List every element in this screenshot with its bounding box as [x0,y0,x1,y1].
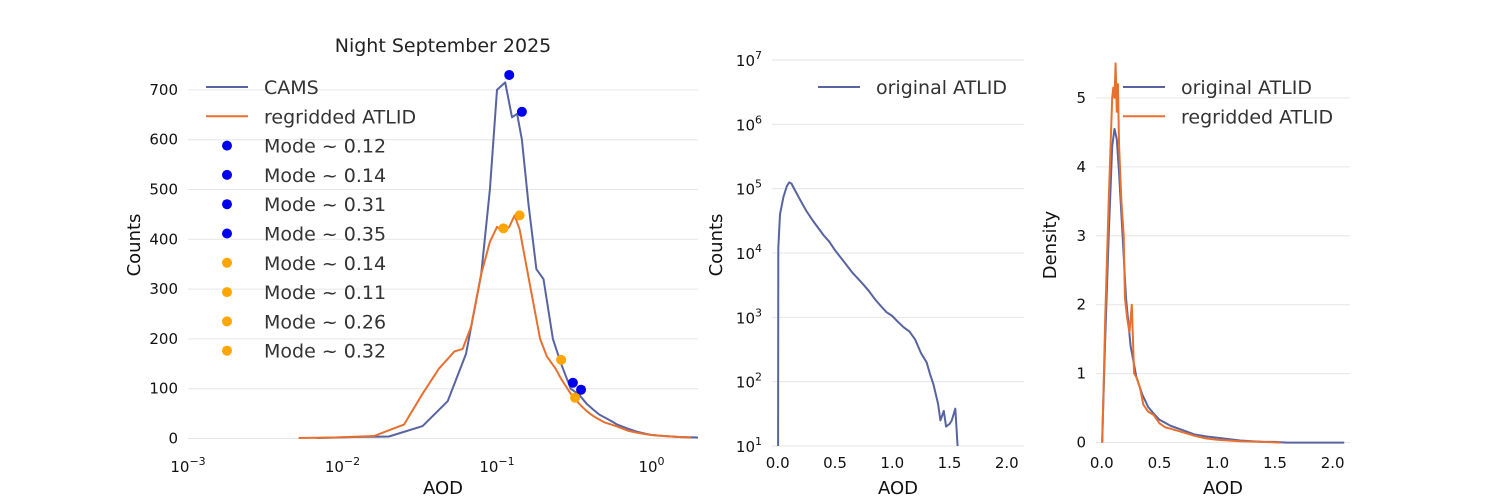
x-tick-label: 0.0 [1090,454,1114,472]
x-tick-label: 100 [638,455,664,476]
series-line-regridded-atlid [298,214,691,439]
y-tick-label: 600 [149,131,178,149]
y-tick-label: 500 [149,180,178,198]
y-tick-label: 103 [736,306,762,327]
mode-marker [516,106,527,117]
x-axis-label: AOD [423,478,463,499]
y-tick-label: 101 [736,435,762,456]
x-axis-label: AOD [1203,478,1243,499]
y-tick-label: 5 [1076,89,1086,107]
legend-marker [222,169,232,180]
x-tick-label: 0.5 [823,454,847,472]
y-tick-label: 102 [736,371,762,392]
y-axis-label: Density [1040,210,1061,279]
y-tick-label: 700 [149,81,178,99]
y-tick-label: 0 [1076,434,1086,452]
y-tick-label: 100 [149,380,178,398]
legend-label: CAMS [264,77,319,99]
y-tick-label: 104 [736,242,762,263]
y-tick-label: 400 [149,230,178,248]
legend-marker [222,316,232,327]
x-tick-label: 1.5 [938,454,962,472]
x-tick-label: 2.0 [1321,454,1345,472]
y-tick-label: 4 [1076,158,1086,176]
series-line-regridded-atlid [1101,62,1281,444]
y-tick-label: 0 [168,430,178,448]
x-tick-label: 2.0 [995,454,1019,472]
legend-label: Mode ~ 0.11 [264,282,386,304]
mode-marker [556,354,567,365]
x-tick-label: 10−3 [170,455,205,476]
legend-label: regridded ATLID [1181,106,1333,128]
x-tick-label: 1.0 [1205,454,1229,472]
panel-density: 0 1 2 3 4 5 0.0 0.5 1.0 1.5 2.0 AOD Density original … [1040,62,1350,499]
legend: CAMS regridded ATLID Mode ~ 0.12 Mode ~ 0.1… [206,77,416,363]
y-tick-label: 1 [1076,365,1086,383]
y-tick-label: 200 [149,330,178,348]
mode-marker [570,392,581,403]
x-tick-label: 0.0 [766,454,790,472]
y-axis-label: Counts [124,214,145,277]
series-line-original-atlid [777,181,959,447]
series-line-original-atlid [1101,127,1345,444]
legend-marker [222,257,232,268]
legend-label: Mode ~ 0.14 [264,165,386,187]
legend-label: Mode ~ 0.14 [264,253,386,275]
panel-cams-vs-regridded: 0 100 200 300 400 500 600 700 10−3 10−2 10−1 100 AOD… [124,35,699,499]
y-tick-label: 105 [736,178,762,199]
mode-marker [498,223,509,234]
legend-marker [222,228,232,239]
panel-original-atlid-log: 101 102 103 104 105 106 107 0.0 0.5 1.0 1.5 2.0 AOD C… [706,49,1024,499]
legend-label: Mode ~ 0.31 [264,194,386,216]
legend-marker [222,287,232,298]
x-tick-label: 0.5 [1148,454,1172,472]
x-tick-label: 1.5 [1263,454,1287,472]
legend-marker [222,345,232,356]
y-tick-label: 3 [1076,227,1086,245]
legend-label: original ATLID [876,77,1007,99]
y-tick-label: 2 [1076,296,1086,314]
mode-marker [567,377,578,388]
legend-label: Mode ~ 0.35 [264,224,386,246]
x-tick-label: 1.0 [880,454,904,472]
legend-marker [222,199,232,210]
x-axis-label: AOD [878,478,918,499]
legend: original ATLID [818,77,1007,99]
legend-label: original ATLID [1181,77,1312,99]
legend-label: Mode ~ 0.26 [264,311,386,333]
mode-marker [504,69,515,80]
y-axis-label: Counts [706,214,727,277]
y-tick-label: 300 [149,280,178,298]
legend: original ATLID regridded ATLID [1123,77,1333,128]
legend-label: Mode ~ 0.32 [264,341,386,363]
x-tick-label: 10−1 [479,455,514,476]
y-tick-label: 107 [736,49,762,70]
chart-title: Night September 2025 [335,35,552,57]
legend-label: regridded ATLID [264,106,416,128]
legend-marker [222,140,232,151]
x-tick-label: 10−2 [325,455,360,476]
mode-marker [514,210,525,221]
y-tick-label: 106 [736,113,762,134]
legend-label: Mode ~ 0.12 [264,136,386,158]
mode-marker [576,384,587,395]
